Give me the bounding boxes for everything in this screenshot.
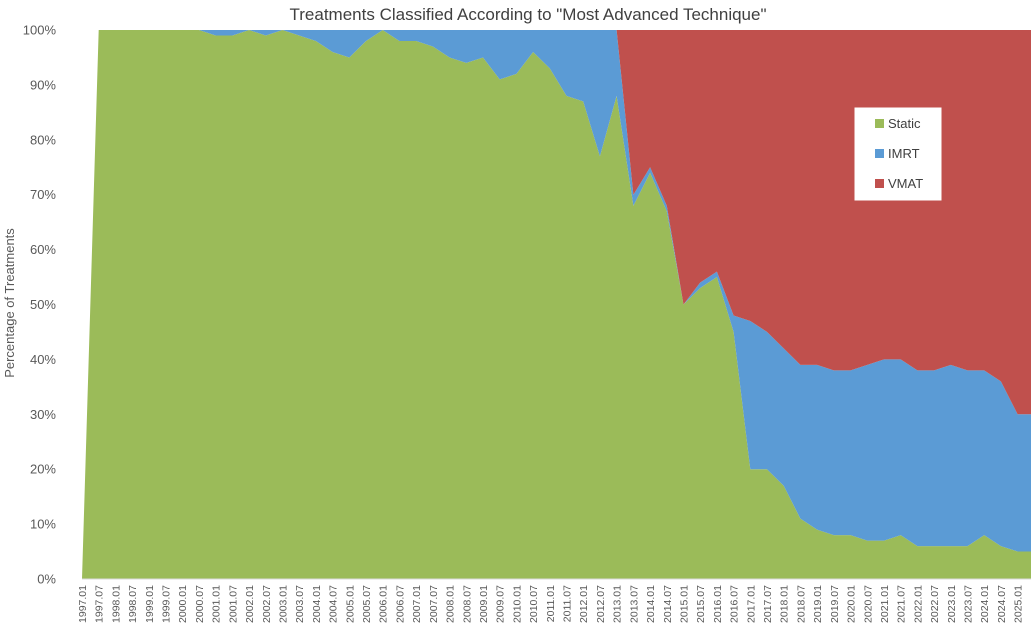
chart-title: Treatments Classified According to "Most… (290, 5, 767, 24)
legend-label-imrt: IMRT (888, 146, 920, 161)
x-tick-label: 2015.07 (695, 585, 707, 623)
x-tick-label: 2021.07 (896, 585, 908, 623)
x-tick-label: 2020.01 (846, 585, 858, 623)
x-tick-label: 2000.07 (194, 585, 206, 623)
x-tick-label: 1999.01 (144, 585, 156, 623)
x-tick-label: 2013.01 (612, 585, 624, 623)
x-tick-label: 2004.07 (328, 585, 340, 623)
y-tick-label: 80% (30, 132, 56, 147)
x-tick-label: 2008.01 (445, 585, 457, 623)
y-tick-label: 30% (30, 407, 56, 422)
x-tick-label: 2014.07 (662, 585, 674, 623)
x-tick-label: 2012.01 (578, 585, 590, 623)
legend-label-vmat: VMAT (888, 176, 923, 191)
x-tick-label: 2014.01 (645, 585, 657, 623)
legend-box (854, 107, 942, 201)
x-tick-label: 1998.01 (110, 585, 122, 623)
x-tick-label: 2020.07 (862, 585, 874, 623)
legend-swatch-imrt (875, 149, 884, 158)
x-tick-label: 2004.01 (311, 585, 323, 623)
x-tick-label: 2013.07 (628, 585, 640, 623)
x-tick-label: 2016.01 (712, 585, 724, 623)
x-tick-label: 2008.07 (461, 585, 473, 623)
x-tick-label: 2019.01 (812, 585, 824, 623)
series-area-static (82, 30, 1031, 579)
x-tick-labels: 1997.01 1997.07 1998.01 1998.07 1999.01 1999.… (77, 585, 1025, 623)
x-tick-label: 1999.07 (161, 585, 173, 623)
y-tick-label: 50% (30, 297, 56, 312)
y-tick-labels: 0% 10% 20% 30% 40% 50% 60% 70% 80% 90% 100% (23, 23, 57, 587)
x-tick-label: 2006.07 (394, 585, 406, 623)
x-tick-label: 2017.01 (745, 585, 757, 623)
y-tick-label: 70% (30, 187, 56, 202)
x-tick-label: 2022.07 (929, 585, 941, 623)
x-tick-label: 2007.01 (411, 585, 423, 623)
y-tick-label: 20% (30, 462, 56, 477)
x-tick-label: 2022.01 (912, 585, 924, 623)
x-tick-label: 2023.01 (946, 585, 958, 623)
x-tick-label: 2006.01 (378, 585, 390, 623)
series-area-imrt (82, 30, 1031, 579)
x-tick-label: 2005.07 (361, 585, 373, 623)
x-tick-label: 2000.01 (177, 585, 189, 623)
legend: Static IMRT VMAT (854, 107, 942, 201)
legend-swatch-vmat (875, 179, 884, 188)
x-tick-label: 2003.01 (278, 585, 290, 623)
x-tick-label: 2018.01 (779, 585, 791, 623)
x-tick-label: 1998.07 (127, 585, 139, 623)
x-tick-label: 2012.07 (595, 585, 607, 623)
x-tick-label: 2002.07 (261, 585, 273, 623)
x-tick-label: 2010.07 (528, 585, 540, 623)
x-tick-label: 2009.01 (478, 585, 490, 623)
y-axis-title: Percentage of Treatments (2, 228, 17, 378)
x-tick-label: 2019.07 (829, 585, 841, 623)
x-tick-label: 2017.07 (762, 585, 774, 623)
x-tick-label: 2024.01 (979, 585, 991, 623)
x-tick-label: 2011.07 (562, 585, 574, 622)
areas-layer (82, 30, 1031, 579)
y-tick-label: 60% (30, 242, 56, 257)
x-tick-label: 2002.01 (244, 585, 256, 623)
x-tick-label: 2001.07 (227, 585, 239, 623)
x-tick-label: 2003.07 (294, 585, 306, 623)
x-tick-label: 2011.01 (545, 585, 557, 622)
x-tick-label: 2009.07 (495, 585, 507, 623)
x-tick-label: 1997.01 (77, 585, 89, 623)
x-tick-label: 1997.07 (94, 585, 106, 623)
y-tick-label: 40% (30, 352, 56, 367)
x-tick-label: 2016.07 (729, 585, 741, 623)
legend-label-static: Static (888, 116, 921, 131)
y-tick-label: 100% (23, 23, 57, 38)
x-tick-label: 2001.01 (211, 585, 223, 623)
x-tick-label: 2023.07 (963, 585, 975, 623)
x-tick-label: 2025.01 (1013, 585, 1025, 623)
x-tick-label: 2015.01 (679, 585, 691, 623)
x-tick-label: 2018.07 (795, 585, 807, 623)
legend-swatch-static (875, 119, 884, 128)
x-tick-label: 2005.01 (344, 585, 356, 623)
y-tick-label: 0% (37, 572, 56, 587)
series-area-vmat (82, 30, 1031, 579)
y-tick-label: 10% (30, 517, 56, 532)
x-tick-label: 2024.07 (996, 585, 1008, 623)
y-tick-label: 90% (30, 77, 56, 92)
x-tick-label: 2010.01 (511, 585, 523, 623)
x-tick-label: 2007.07 (428, 585, 440, 623)
x-tick-label: 2021.01 (879, 585, 891, 623)
